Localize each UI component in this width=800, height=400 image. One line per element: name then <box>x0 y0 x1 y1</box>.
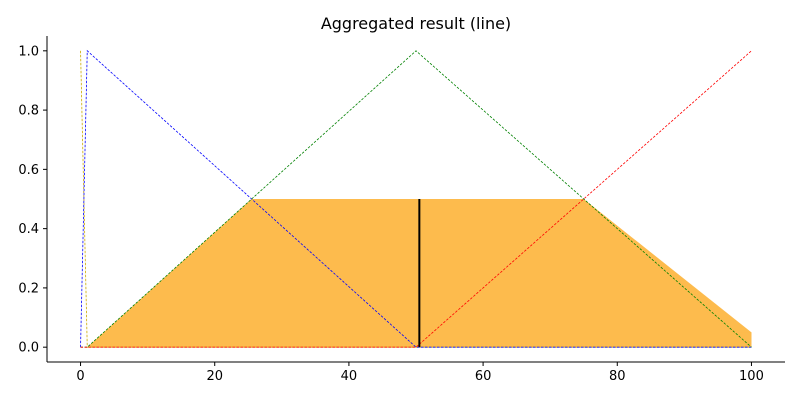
x-tick-label: 20 <box>206 369 223 384</box>
x-tick-label: 100 <box>739 369 764 384</box>
x-tick-label: 0 <box>76 369 84 384</box>
y-tick-label: 0.2 <box>18 281 39 296</box>
plot-area <box>80 49 752 348</box>
y-tick-label: 0.0 <box>18 341 39 356</box>
x-tick-label: 40 <box>341 369 358 384</box>
membership-line-1 <box>80 50 752 348</box>
membership-line-3 <box>80 50 752 348</box>
y-tick-label: 0.8 <box>18 104 39 119</box>
aggregated-area-tail <box>731 332 752 348</box>
axes: 0 20 40 60 80 100 0.0 0.2 0.4 0.6 0.8 1.0 <box>18 36 785 384</box>
chart-title: Aggregated result (line) <box>321 14 511 33</box>
y-tick-label: 0.4 <box>18 222 39 237</box>
y-tick-label: 1.0 <box>18 44 39 59</box>
membership-line-4 <box>80 50 752 348</box>
x-tick-label: 80 <box>609 369 626 384</box>
y-tick-label: 0.6 <box>18 163 39 178</box>
x-tick-label: 60 <box>475 369 492 384</box>
